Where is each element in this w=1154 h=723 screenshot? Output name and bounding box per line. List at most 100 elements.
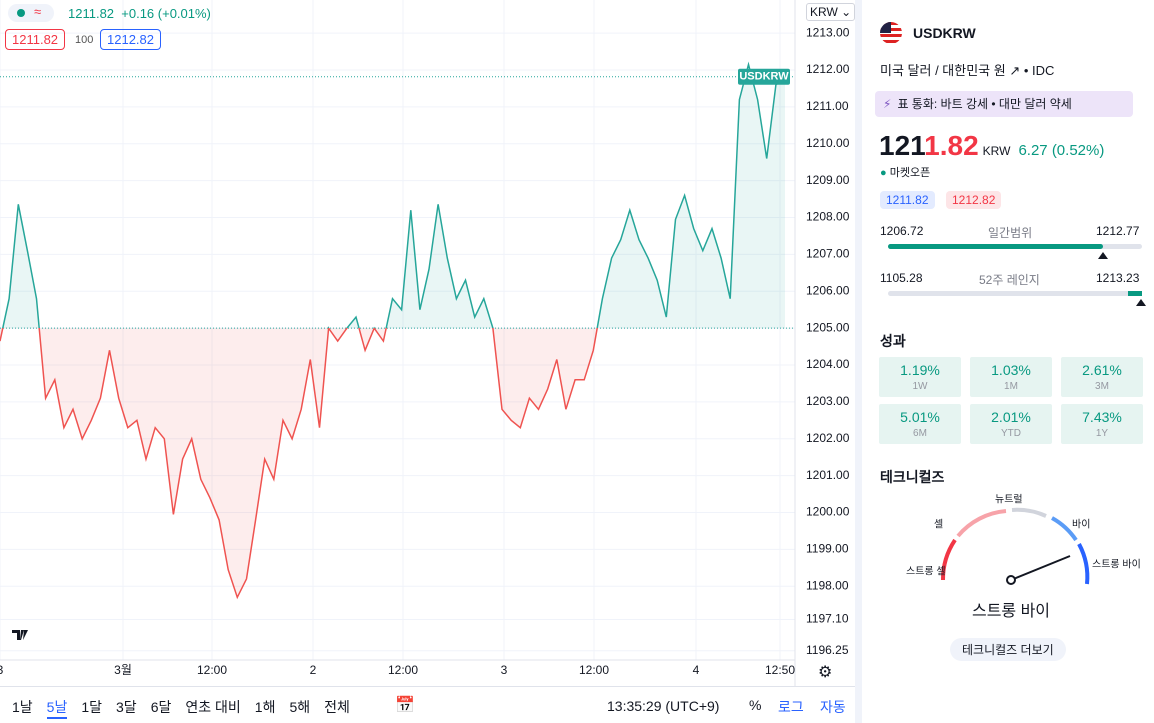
calendar-icon[interactable]: 📅 [395,697,415,714]
performance-cell: 2.01% YTD [970,404,1052,444]
performance-value: 1.19% [900,362,940,378]
y-tick-label: 1196.25 [806,643,849,657]
range-button[interactable]: 연초 대비 [185,699,241,715]
day-range-label: 일간범위 [988,226,1033,240]
gauge-hub [1006,575,1016,585]
performance-period: 1W [912,381,928,392]
y-tick-label: 1210.00 [806,136,850,150]
currency: KRW [810,5,838,19]
y-tick-label: 1207.00 [806,247,850,261]
range-buttons: 1날 5날 1달 3달 6달 연초 대비 1해 5해 전체 [12,697,350,719]
performance-period: YTD [1001,428,1021,439]
percent-toggle[interactable]: % [749,697,762,713]
flag [880,22,902,44]
price-axis [795,0,855,686]
bid: 1211.82 [880,191,935,209]
y-tick-label: 1202.00 [806,431,850,445]
y-tick-label: 1197.10 [806,612,849,626]
exchange: IDC [1031,63,1055,78]
performance-value: 2.61% [1082,362,1122,378]
gauge-label: 스트롱 바이 [1092,559,1141,571]
market-status: ● 마켓오픈 [880,167,931,179]
y-tick-label: 1201.00 [806,468,850,482]
performance-period: 1M [1004,381,1018,392]
chart: 3 3월 12:00 2 12:00 3 12:00 4 12:50 1213.00 1212.00… [0,0,855,686]
gauge-needle [1010,555,1071,581]
currency-select[interactable]: KRW ⌄ [806,3,856,21]
quantity[interactable]: 100 [75,34,94,46]
legend-price: 1211.82 [68,6,115,21]
range-button[interactable]: 1해 [254,699,276,715]
banner[interactable]: ⚡ 표 통화: 바트 강세 • 대만 달러 약세 [875,91,1133,117]
x-tick-label: 3 [0,663,4,677]
y-tick-label: 1198.00 [806,578,849,592]
symbol-panel: USDKRW 미국 달러 / 대한민국 원 ↗ • IDC ⚡ 표 통화: 바트 … [862,0,1154,723]
y-tick-label: 1208.00 [806,210,850,224]
description: 미국 달러 / 대한민국 원 [880,63,1006,78]
gauge-label: 스트롱 셀 [906,566,946,578]
clock: 13:35:29 (UTC+9) [607,698,720,714]
last-price-box [738,68,790,85]
x-tick-label: 12:00 [388,663,418,677]
banner-text: 표 통화: 바트 강세 • 대만 달러 약세 [897,97,1072,111]
gauge-strong-sell [940,538,957,581]
y-tick-label: 1209.00 [806,173,850,187]
gauge-neutral [1011,507,1047,518]
y-tick-label: 1211.00 [806,99,849,113]
last-price-label: USDKRW [739,71,789,83]
y-tick-label: 1199.00 [806,542,849,556]
performance-cell: 1.03% 1M [970,357,1052,397]
performance-value: 1.03% [991,362,1031,378]
status-pill[interactable]: ≈ [8,4,54,22]
settings-icon[interactable]: ⚙ [818,664,833,681]
x-tick-label: 12:50 [765,663,795,677]
y-tick-label: 1204.00 [806,357,850,371]
day-low: 1206.72 [880,224,924,238]
performance-period: 6M [913,428,927,439]
price: 1211.82 KRW 6.27 (0.52%) [879,130,1104,162]
gauge-label: 바이 [1072,519,1090,531]
range-button[interactable]: 5날 [46,697,68,719]
gauge: 스트롱 셀 셀 뉴트럴 바이 스트롱 바이 스트롱 바이 [906,493,1141,621]
range-button[interactable]: 전체 [324,699,350,715]
gauge-sell [956,509,1007,538]
day-high: 1212.77 [1096,224,1140,238]
sell-button[interactable]: 1211.82 [5,29,66,50]
auto-toggle[interactable]: 자동 [820,699,846,715]
x-tick-label: 12:00 [579,663,609,677]
x-tick-label: 4 [693,663,700,677]
x-tick-label: 12:00 [197,663,227,677]
gauge-buy [1050,516,1078,542]
area-up [0,64,785,329]
performance-cell: 7.43% 1Y [1061,404,1143,444]
area-down [0,328,598,598]
performance-value: 2.01% [991,409,1031,425]
week52-low: 1105.28 [880,271,923,285]
buy-button[interactable]: 1212.82 [100,29,161,50]
more-button[interactable]: 테크니컬즈 더보기 [950,638,1066,661]
y-tick-label: 1205.00 [806,320,850,334]
range-button[interactable]: 3달 [116,699,137,715]
status: 마켓오픈 [889,167,931,179]
range-marker [1136,299,1146,306]
week52-label: 52주 레인지 [979,273,1040,287]
performance-value: 5.01% [900,409,940,425]
x-tick-label: 3 [501,663,508,677]
y-tick-label: 1212.00 [806,62,850,76]
price-currency: KRW [982,144,1011,158]
x-tick-label: 2 [310,663,317,677]
y-tick-label: 1200.00 [806,505,850,519]
divider [855,0,862,723]
legend: 1211.82 +0.16 (+0.01%) [68,6,211,21]
range-button[interactable]: 6달 [150,699,172,715]
performance-title: 성과 [880,333,906,349]
range-marker [1098,252,1108,259]
log-toggle[interactable]: 로그 [778,699,804,715]
y-tick-label: 1203.00 [806,394,850,408]
range-button[interactable]: 1달 [81,699,103,715]
range-button[interactable]: 1날 [12,699,33,715]
gauge-strong-buy [1077,543,1090,585]
range-button[interactable]: 5해 [289,699,311,715]
y-tick-label: 1213.00 [806,25,850,39]
